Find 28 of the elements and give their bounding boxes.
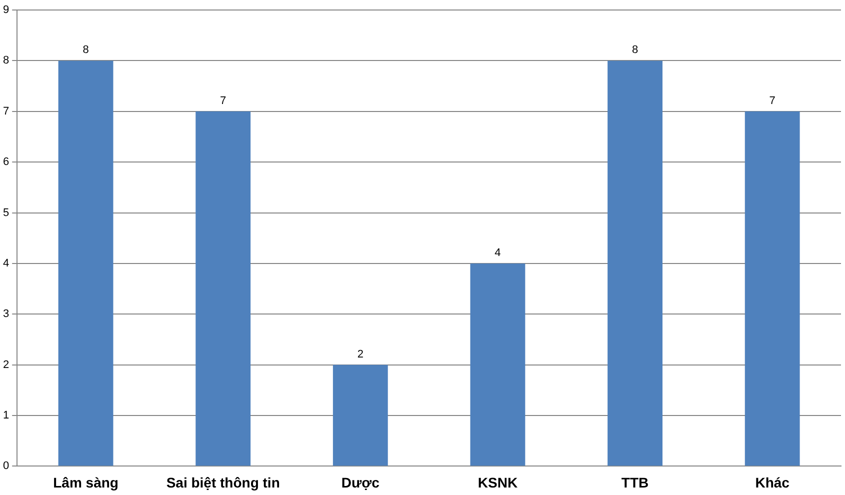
data-label: 8 <box>82 44 89 56</box>
x-tick-label: Dược <box>341 474 380 490</box>
bar <box>608 60 662 466</box>
data-label: 8 <box>632 44 638 56</box>
bar <box>58 60 114 466</box>
x-tick-label: TTB <box>621 474 649 490</box>
data-label: 7 <box>769 94 776 107</box>
data-label: 2 <box>357 348 364 360</box>
y-tick-label: 4 <box>2 257 10 270</box>
y-tick-label: 5 <box>2 206 10 219</box>
bar <box>332 364 388 466</box>
y-tick-label: 8 <box>2 54 10 67</box>
y-tick-label: 2 <box>2 358 10 371</box>
bar <box>744 111 800 466</box>
data-label: 4 <box>494 246 501 259</box>
y-tick-label: 6 <box>2 156 10 168</box>
data-label: 7 <box>220 94 226 107</box>
x-tick-label: Lâm sàng <box>53 474 118 490</box>
x-tick-label: KSNK <box>478 474 518 490</box>
y-tick-label: 9 <box>2 4 10 16</box>
x-tick-label: Khác <box>755 474 790 490</box>
y-tick-label: 0 <box>2 460 10 472</box>
y-tick-label: 1 <box>2 410 10 422</box>
x-tick-label: Sai biệt thông tin <box>166 474 280 490</box>
bar <box>470 263 526 466</box>
y-tick-label: 3 <box>2 308 10 320</box>
bar <box>196 111 251 466</box>
y-tick-label: 7 <box>2 105 10 118</box>
